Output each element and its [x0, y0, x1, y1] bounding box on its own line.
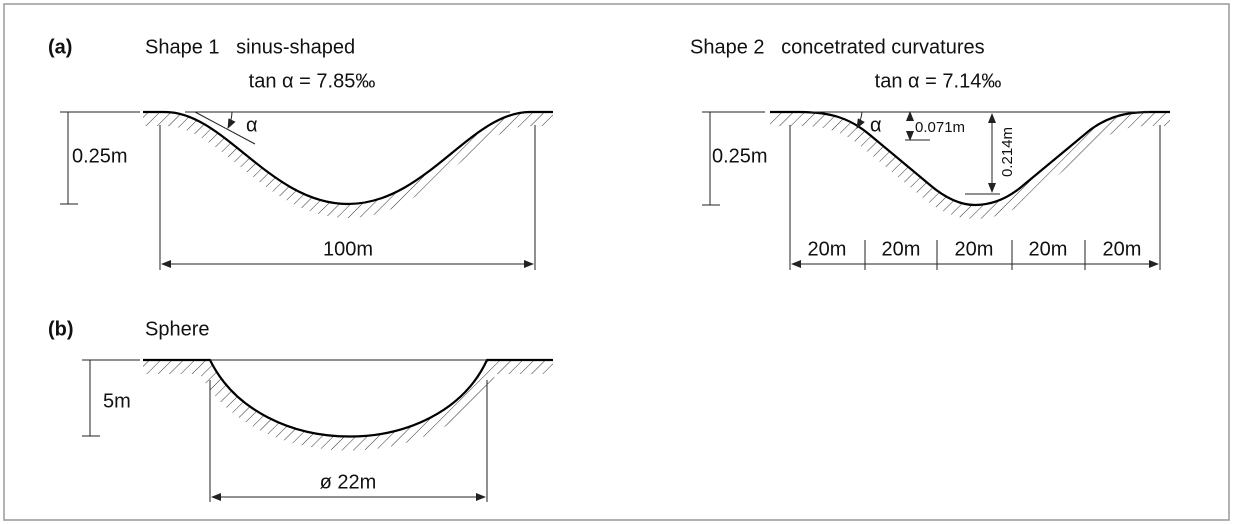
angle-label: α [246, 114, 258, 136]
segment-label: 20m [882, 238, 921, 260]
slope-label: tan α = 7.85‰ [249, 70, 376, 92]
upper-depth-label: 0.071m [915, 119, 965, 136]
shape-title: Shape 2 concetrated curvatures [690, 36, 985, 58]
depth-label: 0.25m [72, 145, 128, 167]
segment-label: 20m [1103, 238, 1142, 260]
width-label: 100m [323, 238, 373, 260]
segment-label: 20m [1029, 238, 1068, 260]
depth-label: 5m [103, 390, 131, 412]
diameter-label: ø 22m [320, 471, 377, 493]
panel-label: (b) [48, 318, 74, 340]
lower-depth-label: 0.214m [999, 127, 1016, 177]
segment-label: 20m [955, 238, 994, 260]
segment-label: 20m [808, 238, 847, 260]
slope-label: tan α = 7.14‰ [875, 70, 1002, 92]
frame [4, 4, 1229, 520]
shape-title: Shape 1 sinus-shaped [145, 36, 355, 58]
diagram: (a) Shape 1 sinus-shaped tan α = 7.85‰ α… [0, 0, 1234, 524]
profile [770, 112, 1170, 219]
angle-label: α [870, 114, 882, 136]
profile [143, 360, 553, 451]
profile [143, 112, 553, 218]
shape-title: Sphere [145, 318, 210, 340]
depth-label: 0.25m [712, 145, 768, 167]
panel-label: (a) [48, 36, 72, 58]
